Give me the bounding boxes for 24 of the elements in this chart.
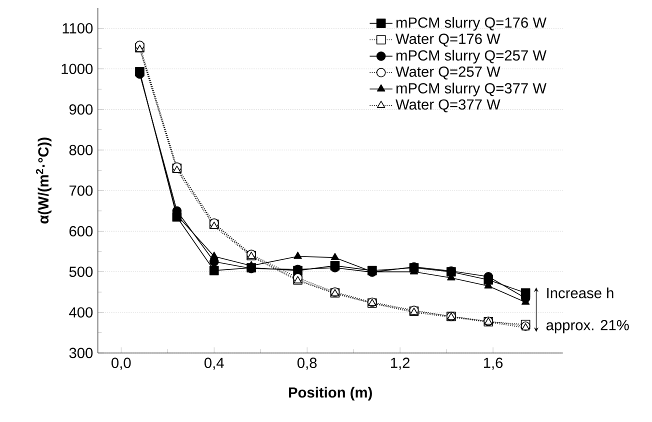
x-tick-label: 0,4 [204, 358, 224, 370]
x-axis-title: Position (m) [288, 386, 372, 400]
legend-label: Water Q=377 W [396, 99, 500, 112]
y-tick-label: 600 [70, 226, 93, 236]
y-tick-label: 300 [69, 348, 93, 358]
legend-label: Water Q=257 W [396, 66, 500, 80]
x-tick-label: 1,2 [390, 358, 410, 370]
y-tick-label: 800 [69, 144, 93, 156]
x-tick-label: 0,8 [297, 358, 317, 370]
annotation: Increase h [547, 287, 614, 298]
y-axis-title: α(W/(m$^{2}$·°C)) [36, 138, 52, 224]
y-tick-label: 1000 [62, 64, 93, 74]
y-tick-label: 700 [70, 185, 93, 196]
y-tick-label: 1100 [62, 22, 93, 34]
legend-label: mPCM slurry Q=176 W [396, 16, 546, 31]
legend-label: mPCM slurry Q=257 W [396, 50, 546, 64]
y-tick-label: 400 [69, 307, 93, 318]
y-tick-label: 500 [69, 266, 93, 277]
legend-label: Water Q=176 W [396, 34, 500, 47]
annotation: approx. 21% [546, 320, 629, 334]
x-tick-label: 0,0 [112, 358, 131, 370]
x-tick-label: 1,6 [484, 358, 503, 370]
legend-label: mPCM slurry Q=377 W [396, 82, 546, 96]
y-tick-label: 900 [69, 104, 93, 115]
